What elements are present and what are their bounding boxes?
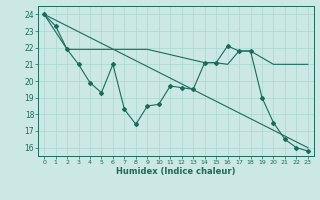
X-axis label: Humidex (Indice chaleur): Humidex (Indice chaleur) — [116, 167, 236, 176]
